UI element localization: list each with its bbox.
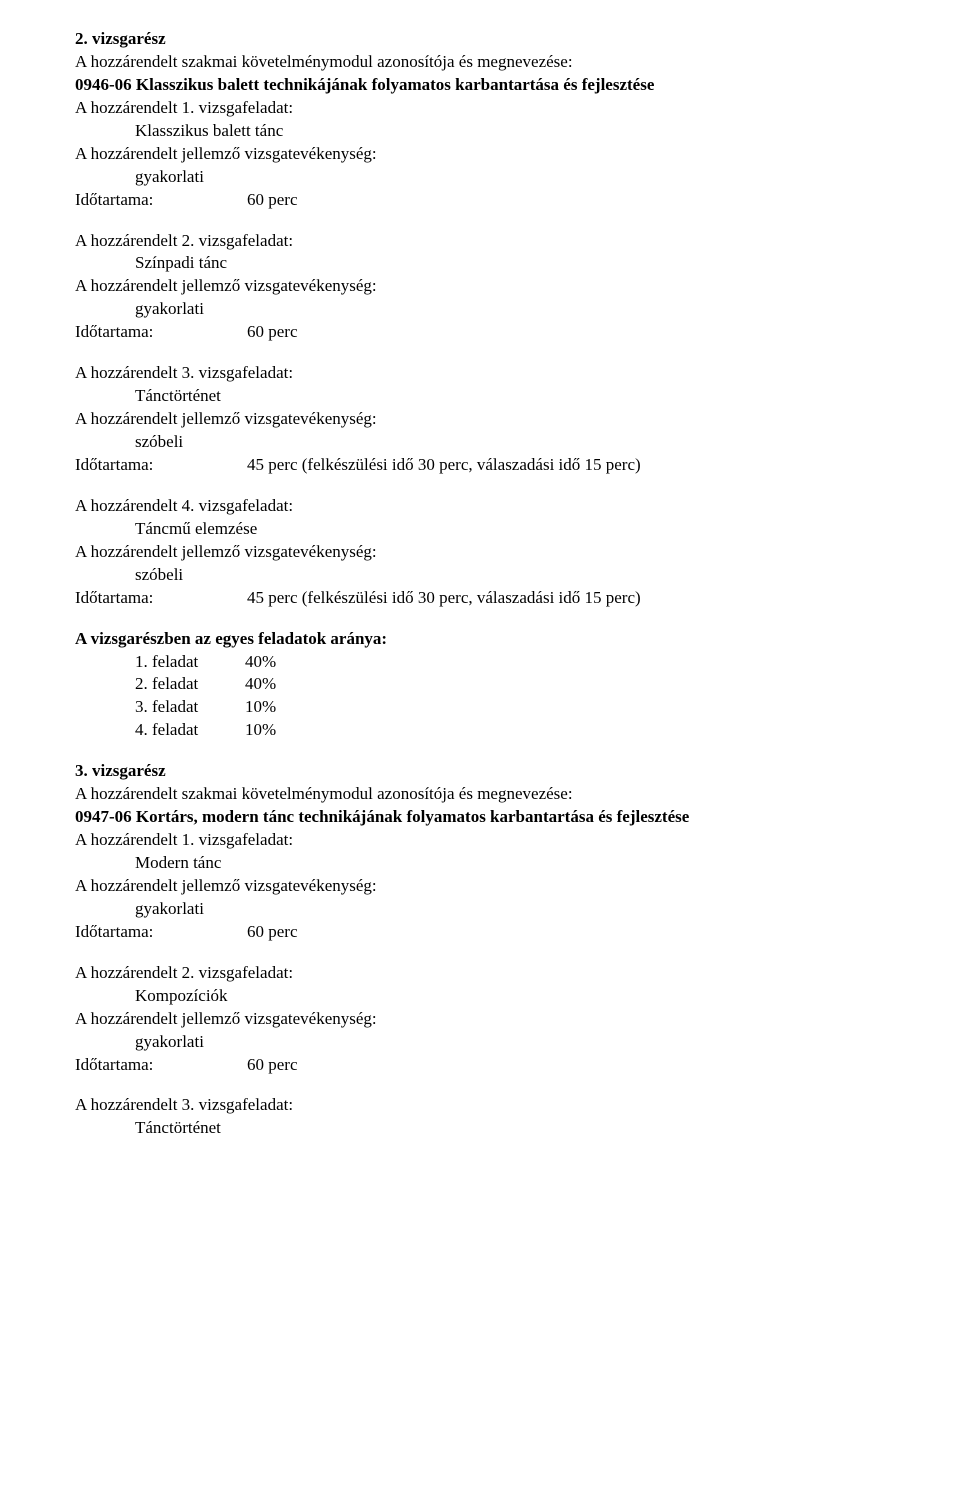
task-name: Modern tánc bbox=[75, 852, 885, 875]
task-name: Tánctörténet bbox=[75, 1117, 885, 1140]
duration-row: Időtartama: 60 perc bbox=[75, 321, 885, 344]
duration-row: Időtartama: 45 perc (felkészülési idő 30… bbox=[75, 587, 885, 610]
activity-intro: A hozzárendelt jellemző vizsgatevékenysé… bbox=[75, 1008, 885, 1031]
task-header: A hozzárendelt 2. vizsgafeladat: bbox=[75, 230, 885, 253]
ratio-value: 10% bbox=[245, 696, 276, 719]
activity-type: gyakorlati bbox=[75, 1031, 885, 1054]
duration-value: 45 perc (felkészülési idő 30 perc, válas… bbox=[247, 454, 641, 477]
activity-type: gyakorlati bbox=[75, 166, 885, 189]
activity-intro: A hozzárendelt jellemző vizsgatevékenysé… bbox=[75, 541, 885, 564]
activity-type: gyakorlati bbox=[75, 898, 885, 921]
ratio-label: 1. feladat bbox=[75, 651, 245, 674]
ratio-value: 40% bbox=[245, 651, 276, 674]
part2-module-code-name: 0946-06 Klasszikus balett technikájának … bbox=[75, 74, 885, 97]
ratio-value: 40% bbox=[245, 673, 276, 696]
task-header: A hozzárendelt 4. vizsgafeladat: bbox=[75, 495, 885, 518]
part2-title: 2. vizsgarész bbox=[75, 28, 885, 51]
activity-intro: A hozzárendelt jellemző vizsgatevékenysé… bbox=[75, 875, 885, 898]
duration-label: Időtartama: bbox=[75, 321, 247, 344]
task-name: Klasszikus balett tánc bbox=[75, 120, 885, 143]
duration-row: Időtartama: 60 perc bbox=[75, 1054, 885, 1077]
ratio-row: 3. feladat 10% bbox=[75, 696, 885, 719]
task-header: A hozzárendelt 1. vizsgafeladat: bbox=[75, 829, 885, 852]
duration-row: Időtartama: 45 perc (felkészülési idő 30… bbox=[75, 454, 885, 477]
activity-intro: A hozzárendelt jellemző vizsgatevékenysé… bbox=[75, 143, 885, 166]
duration-label: Időtartama: bbox=[75, 189, 247, 212]
duration-value: 60 perc bbox=[247, 321, 298, 344]
duration-label: Időtartama: bbox=[75, 1054, 247, 1077]
duration-row: Időtartama: 60 perc bbox=[75, 921, 885, 944]
duration-value: 45 perc (felkészülési idő 30 perc, válas… bbox=[247, 587, 641, 610]
task-name: Tánctörténet bbox=[75, 385, 885, 408]
part3-title: 3. vizsgarész bbox=[75, 760, 885, 783]
activity-intro: A hozzárendelt jellemző vizsgatevékenysé… bbox=[75, 408, 885, 431]
duration-row: Időtartama: 60 perc bbox=[75, 189, 885, 212]
task-name: Táncmű elemzése bbox=[75, 518, 885, 541]
duration-label: Időtartama: bbox=[75, 921, 247, 944]
activity-type: szóbeli bbox=[75, 564, 885, 587]
task-name: Kompozíciók bbox=[75, 985, 885, 1008]
task-header: A hozzárendelt 3. vizsgafeladat: bbox=[75, 362, 885, 385]
activity-intro: A hozzárendelt jellemző vizsgatevékenysé… bbox=[75, 275, 885, 298]
ratio-row: 1. feladat 40% bbox=[75, 651, 885, 674]
ratio-row: 4. feladat 10% bbox=[75, 719, 885, 742]
ratio-title: A vizsgarészben az egyes feladatok arány… bbox=[75, 628, 885, 651]
task-header: A hozzárendelt 1. vizsgafeladat: bbox=[75, 97, 885, 120]
ratio-value: 10% bbox=[245, 719, 276, 742]
duration-label: Időtartama: bbox=[75, 454, 247, 477]
ratio-label: 4. feladat bbox=[75, 719, 245, 742]
task-name: Színpadi tánc bbox=[75, 252, 885, 275]
part3-module-intro: A hozzárendelt szakmai követelménymodul … bbox=[75, 783, 885, 806]
task-header: A hozzárendelt 3. vizsgafeladat: bbox=[75, 1094, 885, 1117]
part3-module-code-name: 0947-06 Kortárs, modern tánc technikáján… bbox=[75, 806, 885, 829]
duration-label: Időtartama: bbox=[75, 587, 247, 610]
duration-value: 60 perc bbox=[247, 921, 298, 944]
ratio-label: 2. feladat bbox=[75, 673, 245, 696]
part2-module-intro: A hozzárendelt szakmai követelménymodul … bbox=[75, 51, 885, 74]
activity-type: gyakorlati bbox=[75, 298, 885, 321]
duration-value: 60 perc bbox=[247, 189, 298, 212]
ratio-row: 2. feladat 40% bbox=[75, 673, 885, 696]
activity-type: szóbeli bbox=[75, 431, 885, 454]
task-header: A hozzárendelt 2. vizsgafeladat: bbox=[75, 962, 885, 985]
duration-value: 60 perc bbox=[247, 1054, 298, 1077]
ratio-label: 3. feladat bbox=[75, 696, 245, 719]
